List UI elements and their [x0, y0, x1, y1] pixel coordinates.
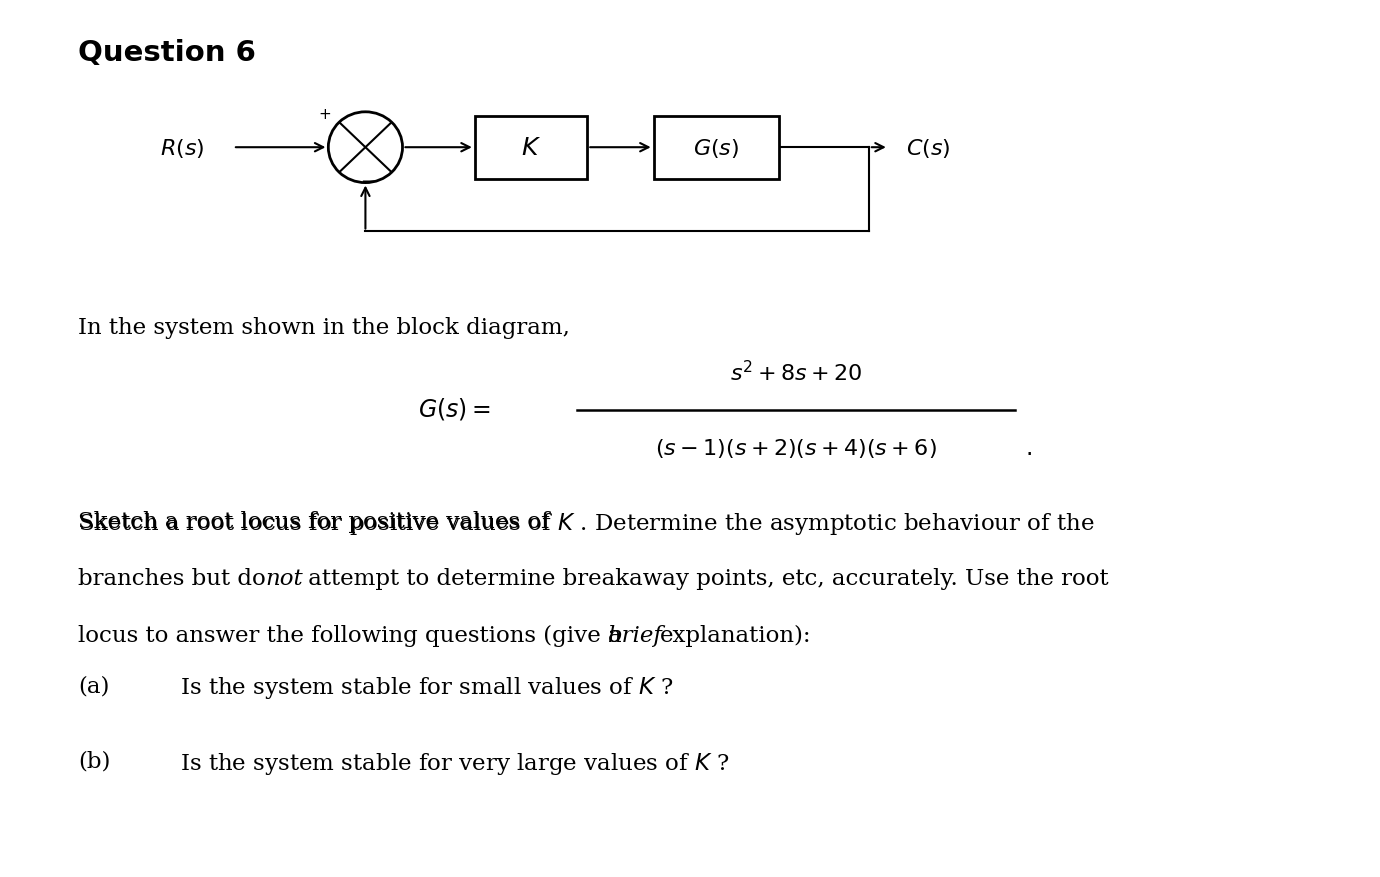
- Text: $G(s)$: $G(s)$: [693, 137, 740, 160]
- Text: (b): (b): [77, 750, 110, 772]
- Text: Sketch a root locus for positive values of $K$ . Determine the asymptotic behavi: Sketch a root locus for positive values …: [77, 510, 1094, 536]
- Text: In the system shown in the block diagram,: In the system shown in the block diagram…: [77, 317, 570, 339]
- Text: Sketch a root locus for positive values of: Sketch a root locus for positive values …: [77, 510, 556, 532]
- Text: $(s-1)(s+2)(s+4)(s+6)$: $(s-1)(s+2)(s+4)(s+6)$: [656, 436, 937, 460]
- Text: Question 6: Question 6: [77, 39, 255, 67]
- FancyBboxPatch shape: [475, 117, 588, 180]
- Text: brief: brief: [607, 624, 661, 646]
- Text: $s^2 +8s+20$: $s^2 +8s+20$: [730, 361, 862, 386]
- Text: branches but do: branches but do: [77, 567, 273, 589]
- Text: attempt to determine breakaway points, etc, accurately. Use the root: attempt to determine breakaway points, e…: [301, 567, 1110, 589]
- Text: −: −: [360, 173, 375, 190]
- Text: $G(s) =$: $G(s) =$: [418, 396, 491, 422]
- Text: locus to answer the following questions (give a: locus to answer the following questions …: [77, 624, 629, 646]
- Text: $R(s)$: $R(s)$: [160, 137, 204, 160]
- Text: .: .: [1025, 436, 1032, 460]
- Text: explanation):: explanation):: [660, 624, 811, 646]
- Text: Is the system stable for small values of $K$ ?: Is the system stable for small values of…: [179, 674, 673, 700]
- Text: +: +: [319, 107, 331, 122]
- Text: Is the system stable for very large values of $K$ ?: Is the system stable for very large valu…: [179, 750, 730, 776]
- Text: not: not: [265, 567, 302, 589]
- FancyBboxPatch shape: [654, 117, 780, 180]
- Text: $K$: $K$: [522, 137, 541, 160]
- Text: $C(s)$: $C(s)$: [905, 137, 951, 160]
- Text: (a): (a): [77, 674, 109, 696]
